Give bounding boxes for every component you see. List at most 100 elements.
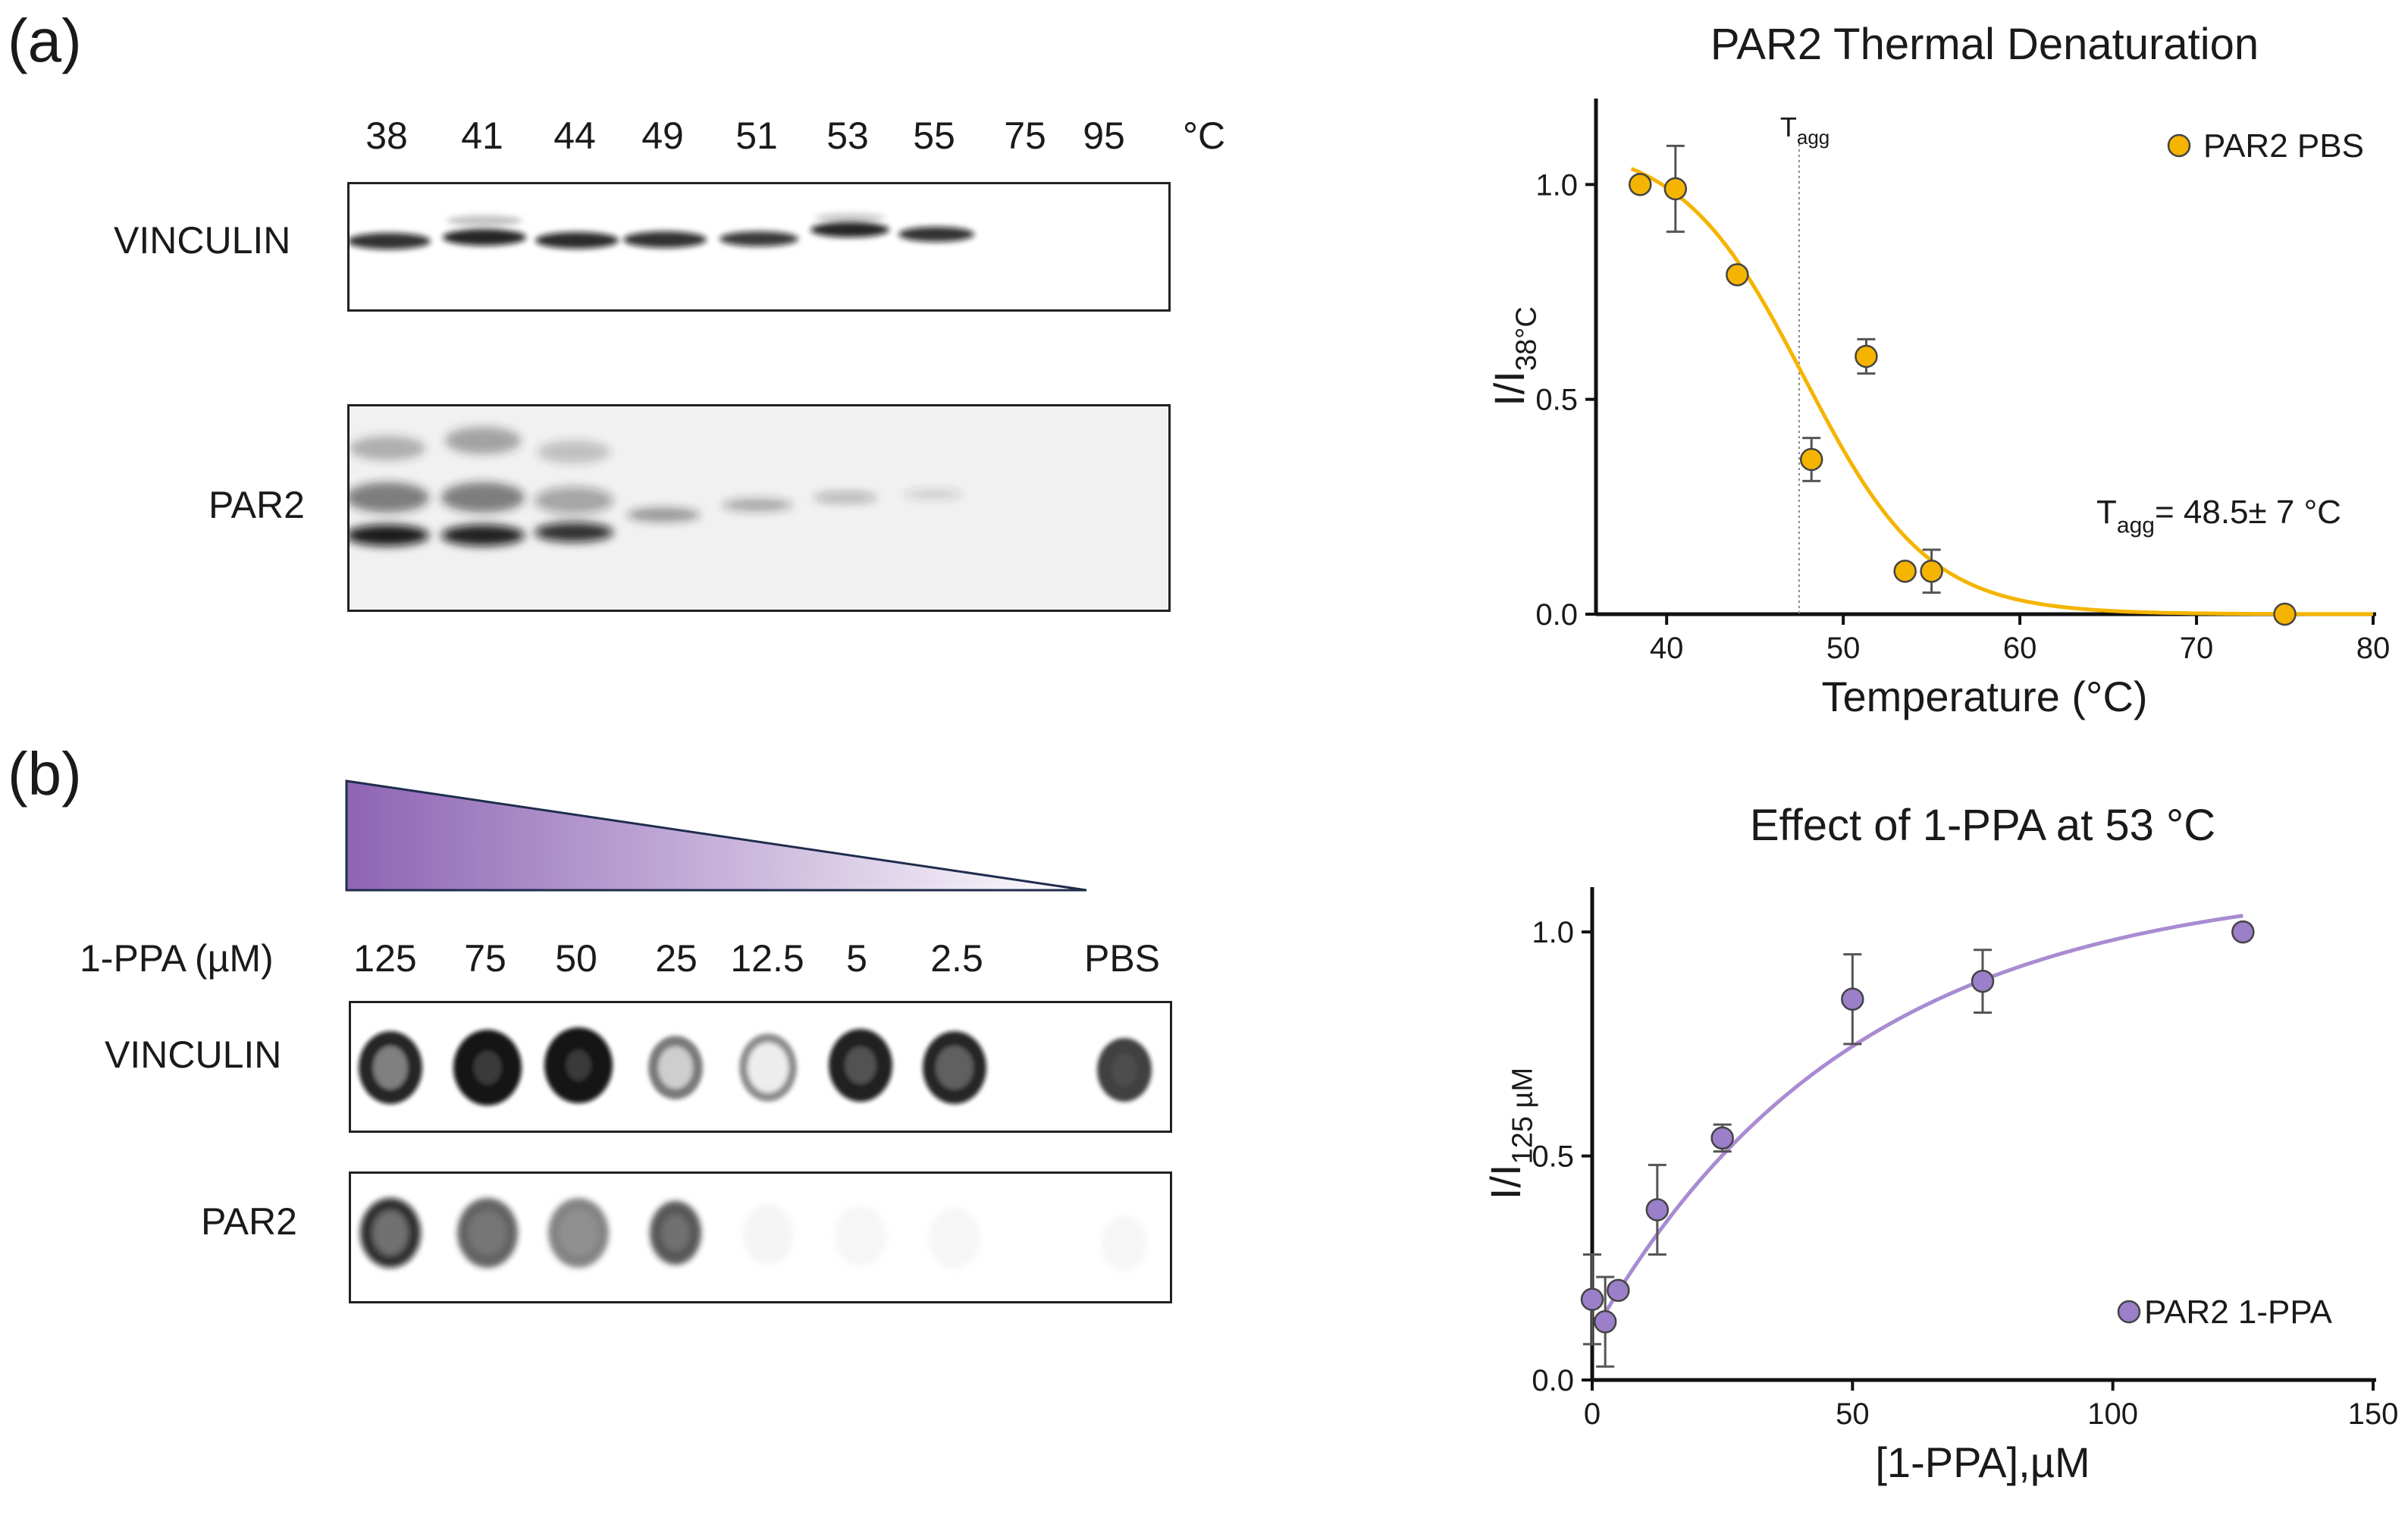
concentration-gradient-triangle: [345, 779, 1087, 892]
wb-par2-blot: [347, 404, 1171, 612]
wb-vinculin-bands: [350, 213, 974, 249]
tagg-annotation: Tagg= 48.5± 7 °C: [2096, 494, 2341, 538]
dot-spot: [923, 1031, 986, 1104]
wb-vinculin-band-faint: [815, 213, 885, 222]
dot-spot: [739, 1033, 797, 1102]
dot-par2-blot: [349, 1171, 1172, 1303]
dot-spot: [457, 1198, 518, 1268]
dot-vinculin-spots: [359, 1027, 1152, 1106]
data-point: [1799, 447, 1823, 472]
wb-par2-band: [723, 499, 792, 511]
data-point: [1855, 344, 1878, 369]
wb-lane-label: 44: [553, 114, 596, 157]
y-tick-label: 0.0: [1532, 1364, 1574, 1397]
wb-par2-band: [441, 525, 525, 546]
x-tick-label: 100: [2087, 1397, 2138, 1431]
dot-spot: [742, 1204, 794, 1265]
fit-curve: [1604, 914, 2243, 1314]
x-tick-label: 50: [1836, 1397, 1870, 1431]
thermal-denaturation-chart: PAR2 Thermal Denaturation 40 50 60 70 80 0.0 0.…: [1485, 20, 2391, 720]
x-tick-label: 40: [1650, 632, 1684, 665]
wb-par2-smear: [350, 436, 425, 460]
wb-vinculin-band: [350, 233, 431, 249]
dot-spot: [1097, 1038, 1152, 1102]
wb-lane-label: 51: [735, 114, 778, 157]
data-point: [1593, 1309, 1617, 1334]
wb-lane-label: 75: [1004, 114, 1046, 157]
x-tick-label: 0: [1584, 1397, 1601, 1431]
dot-conc-label: 1-PPA (µM): [80, 937, 274, 980]
data-point: [1663, 177, 1688, 201]
chart-title: PAR2 Thermal Denaturation: [1710, 20, 2259, 69]
ppa-effect-chart: Effect of 1-PPA at 53 °C 0 50 100 150 0.0 0.5 1…: [1481, 801, 2399, 1486]
data-point: [1580, 1287, 1604, 1311]
y-tick-label: 0.5: [1535, 384, 1578, 417]
dot-spot: [929, 1208, 980, 1269]
panel-label-b: (b): [8, 740, 82, 808]
data-point: [2273, 602, 2297, 626]
dot-spot: [1102, 1216, 1147, 1271]
x-tick-label: 50: [1826, 632, 1861, 665]
wb-par2-bands: [350, 427, 962, 546]
dot-lane-label: 2.5: [930, 937, 983, 980]
x-axis-label: Temperature (°C): [1821, 673, 2147, 720]
dot-lane-label: 12.5: [730, 937, 804, 980]
fit-curve: [1630, 167, 2374, 616]
data-point: [1607, 1278, 1630, 1303]
x-axis-label: [1-PPA],µM: [1875, 1438, 2090, 1486]
wb-par2-smear: [441, 482, 525, 513]
panel-label-a: (a): [8, 7, 82, 74]
y-axis-label: I/I125 µM: [1481, 1068, 1539, 1200]
y-tick-label: 1.0: [1532, 916, 1574, 949]
data-point: [1645, 1198, 1670, 1222]
dot-par2-spots: [360, 1198, 1147, 1271]
wb-lane-label: 55: [913, 114, 955, 157]
y-tick-label: 0.5: [1532, 1140, 1574, 1174]
wb-par2-band: [350, 525, 429, 546]
y-tick-label: 1.0: [1535, 168, 1578, 202]
wb-vinculin-band: [443, 229, 526, 246]
dot-par2-label: PAR2: [201, 1200, 297, 1243]
dot-lane-label: 25: [655, 937, 698, 980]
data-point: [1893, 560, 1917, 583]
wb-par2-band: [535, 522, 613, 542]
dot-spot: [453, 1030, 522, 1106]
dot-spot: [829, 1029, 892, 1102]
wb-lane-label: 41: [461, 114, 503, 157]
legend-marker: [2167, 133, 2191, 158]
wb-par2-smear: [350, 482, 429, 513]
dot-spot: [548, 1198, 609, 1268]
wb-lane-label: 53: [826, 114, 869, 157]
wb-par2-band: [814, 492, 877, 503]
wb-par2-smear: [538, 441, 610, 463]
dot-lane-label: 50: [555, 937, 597, 980]
legend-label: PAR2 1-PPA: [2144, 1294, 2332, 1331]
legend-label: PAR2 PBS: [2203, 127, 2364, 165]
chart-title: Effect of 1-PPA at 53 °C: [1750, 801, 2215, 850]
wb-par2-band: [627, 508, 700, 522]
wb-unit-label: °C: [1182, 114, 1226, 157]
wb-vinculin-band: [898, 227, 974, 242]
wb-vinculin-blot: [347, 182, 1171, 312]
data-point: [1841, 987, 1864, 1011]
tagg-vline-label: Tagg: [1780, 111, 1830, 149]
wb-vinculin-band: [535, 232, 619, 249]
dot-lane-label: 75: [464, 937, 506, 980]
data-point: [1726, 263, 1749, 287]
x-tick-label: 80: [2356, 632, 2391, 665]
wb-vinculin-band-faint: [447, 215, 522, 226]
wb-vinculin-band: [623, 231, 707, 248]
legend-marker: [2117, 1300, 2141, 1324]
wb-vinculin-band: [811, 222, 889, 237]
wb-lane-label: 38: [365, 114, 408, 157]
dot-spot: [359, 1031, 422, 1104]
x-tick-label: 150: [2348, 1397, 2399, 1431]
data-point: [1920, 560, 1943, 583]
data-point: [1628, 173, 1652, 196]
x-tick-label: 60: [2003, 632, 2037, 665]
wb-lane-label: 95: [1083, 114, 1125, 157]
dot-spot: [544, 1027, 613, 1103]
x-tick-label: 70: [2180, 632, 2214, 665]
dot-spot: [650, 1201, 701, 1265]
wb-par2-label: PAR2: [209, 484, 305, 526]
